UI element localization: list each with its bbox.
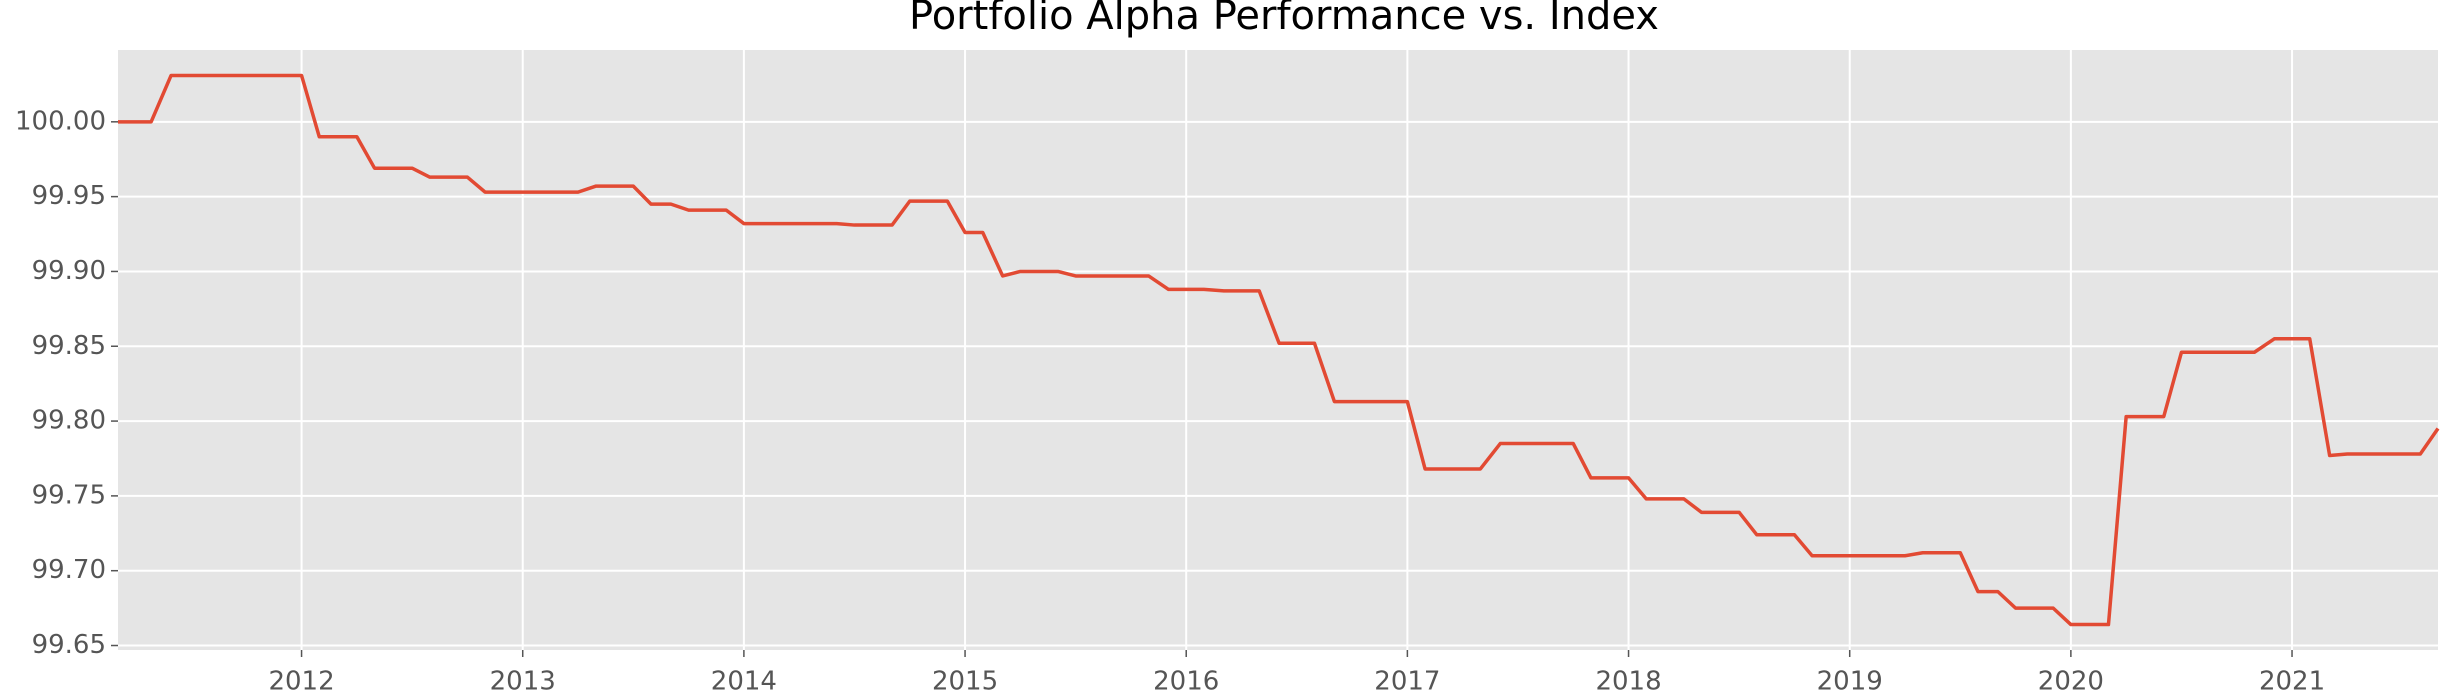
x-tick-label: 2017 [1374,667,1440,697]
x-tick-label: 2019 [1817,667,1883,697]
y-tick-label: 99.85 [32,331,106,361]
y-tick-label: 99.80 [32,406,106,436]
y-tick-label: 99.75 [32,480,106,510]
x-tick-label: 2013 [490,667,556,697]
y-tick-label: 99.90 [32,256,106,286]
y-tick-label: 100.00 [15,106,106,136]
x-tick-label: 2020 [2038,667,2104,697]
y-tick-label: 99.95 [32,181,106,211]
x-tick-label: 2021 [2259,667,2325,697]
x-tick-label: 2014 [711,667,777,697]
y-tick-label: 99.70 [32,555,106,585]
x-tick-label: 2018 [1595,667,1661,697]
chart-title: Portfolio Alpha Performance vs. Index [909,0,1659,39]
x-tick-label: 2016 [1153,667,1219,697]
data-line [118,73,2440,627]
y-tick-label: 99.65 [32,630,106,660]
x-tick-label: 2015 [932,667,998,697]
plot-area [118,50,2438,650]
x-tick-label: 2012 [268,667,334,697]
